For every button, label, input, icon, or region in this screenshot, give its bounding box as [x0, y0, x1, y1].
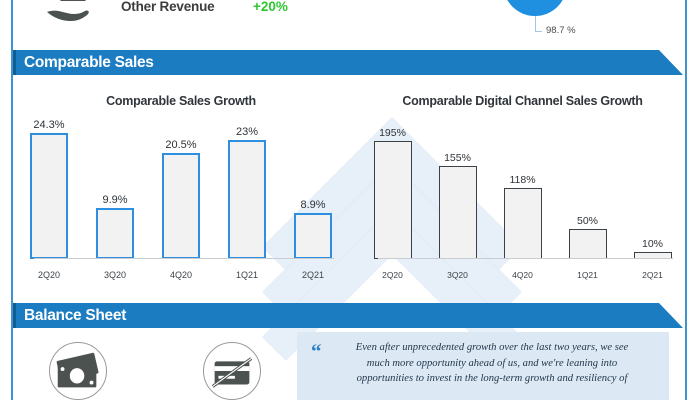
bar: [228, 140, 266, 259]
x-axis-label: 3Q20: [447, 270, 468, 280]
chart-baseline: [34, 258, 334, 259]
bar: [438, 166, 477, 259]
bar-value-label: 8.9%: [300, 199, 326, 211]
bar: [294, 213, 332, 259]
quote-text: Even after unprecedented growth over the…: [331, 340, 653, 387]
other-revenue-label: Other Revenue: [121, 0, 215, 14]
x-axis-label: 1Q21: [577, 270, 598, 280]
x-axis-label: 2Q20: [382, 270, 403, 280]
bar: [503, 188, 542, 259]
other-revenue-row: Other Revenue +20%: [13, 0, 683, 34]
quote-line: much more opportunity ahead of us, and w…: [366, 357, 618, 369]
chart-comparable-sales-growth: Comparable Sales Growth 24.3% 9.9% 20.5%…: [16, 86, 346, 291]
x-axis-label: 4Q20: [512, 270, 533, 280]
section-header-comparable-sales: Comparable Sales: [13, 50, 683, 75]
quote-line: Even after unprecedented growth over the…: [355, 342, 629, 353]
bar-group: 10%: [625, 119, 680, 259]
chart-comparable-digital-channel-sales-growth: Comparable Digital Channel Sales Growth …: [360, 86, 685, 291]
bar-group: 9.9%: [87, 119, 143, 259]
no-credit-card-icon: [203, 342, 261, 400]
x-axis-label: 2Q20: [37, 270, 61, 280]
bar: [162, 153, 200, 259]
bar: [568, 229, 607, 259]
chart-x-axis: 2Q20 3Q20 4Q20 1Q21 2Q21: [16, 268, 346, 282]
chart-x-axis: 2Q20 3Q20 4Q20 1Q21 2Q21: [360, 268, 685, 282]
bar-value-label: 155%: [444, 152, 471, 164]
bar-value-label: 10%: [641, 238, 663, 250]
bar-group: 155%: [430, 119, 485, 259]
x-axis-label: 2Q21: [301, 270, 325, 280]
section-accent-bar: [13, 303, 16, 328]
bar-value-label: 9.9%: [102, 194, 128, 206]
bar-value-label: 23%: [235, 126, 259, 138]
page-left-rail: [11, 0, 13, 400]
other-revenue-value: +20%: [253, 0, 288, 14]
bar-group: 20.5%: [153, 119, 209, 259]
x-axis-label: 2Q21: [642, 270, 663, 280]
chart-plot-area: 195% 155% 118% 50% 10%: [360, 119, 685, 259]
chart-baseline: [378, 258, 673, 259]
section-accent-bar: [13, 50, 16, 75]
x-axis-label: 3Q20: [103, 270, 127, 280]
chart-title: Comparable Digital Channel Sales Growth: [402, 94, 643, 108]
bar-value-label: 50%: [576, 215, 598, 227]
bar-group: 50%: [560, 119, 615, 259]
bar-group: 24.3%: [21, 119, 77, 259]
bar-group: 23%: [219, 119, 275, 259]
bar-group: 118%: [495, 119, 550, 259]
bar-value-label: 20.5%: [165, 139, 197, 151]
hand-holding-icon: [43, 0, 103, 24]
page-right-rail: [685, 0, 687, 400]
bar-group: 8.9%: [285, 119, 341, 259]
chart-title: Comparable Sales Growth: [106, 94, 256, 108]
quote-line: opportunities to invest in the long-term…: [356, 373, 628, 384]
bar: [96, 208, 134, 259]
quote-mark-icon: “: [311, 339, 322, 363]
bar-value-label: 118%: [509, 174, 536, 186]
cash-icon: [49, 342, 107, 400]
x-axis-label: 1Q21: [235, 270, 259, 280]
section-title: Comparable Sales: [24, 53, 154, 71]
donut-chart-label: 98.7 %: [546, 25, 576, 36]
x-axis-label: 4Q20: [169, 270, 193, 280]
donut-leader-line: [535, 16, 542, 32]
chart-plot-area: 24.3% 9.9% 20.5% 23% 8.9%: [16, 119, 346, 259]
executive-quote: “ Even after unprecedented growth over t…: [297, 332, 669, 400]
bar-value-label: 24.3%: [33, 119, 65, 131]
bar-group: 195%: [365, 119, 420, 259]
section-header-balance-sheet: Balance Sheet: [13, 303, 683, 328]
bar: [373, 141, 412, 259]
bar: [30, 133, 68, 259]
bar-value-label: 195%: [379, 127, 406, 139]
section-title: Balance Sheet: [24, 306, 127, 324]
balance-sheet-content: [13, 330, 683, 400]
